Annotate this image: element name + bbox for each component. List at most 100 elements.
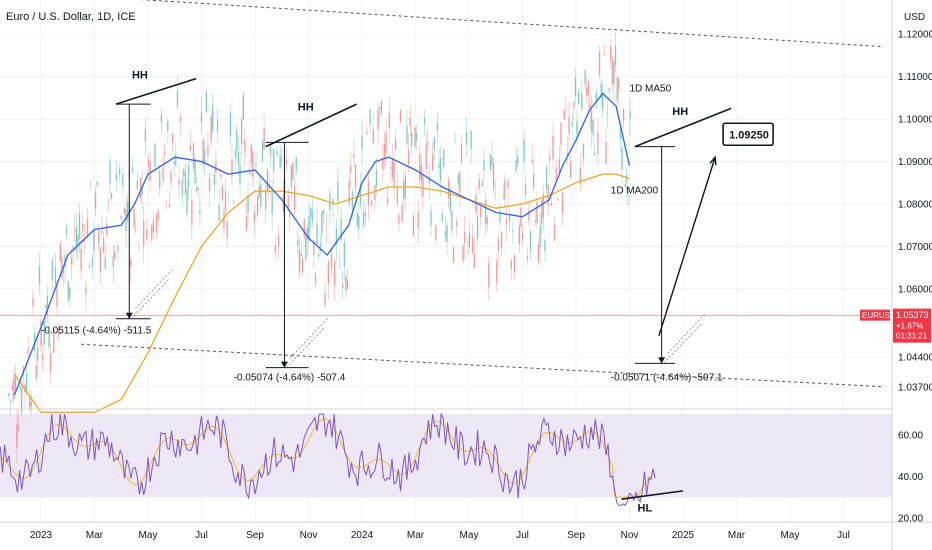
candle-body <box>200 111 203 122</box>
candle-body <box>19 386 21 390</box>
projection-dotted-line <box>286 327 325 368</box>
candle-body <box>560 122 562 145</box>
candle-body <box>467 251 469 253</box>
time-axis[interactable]: 2023 Mar May Jul Sep Nov 2024 Mar May Jul Sep Nov 20… <box>30 530 850 541</box>
candle-body <box>375 170 378 187</box>
candle-body <box>451 211 453 230</box>
time-tick-label: May <box>460 530 479 541</box>
candle-body <box>247 195 249 214</box>
candle-body <box>91 258 94 267</box>
candle-body <box>276 150 278 155</box>
candle-body <box>109 161 111 185</box>
candle-body <box>414 127 416 147</box>
candle-body <box>30 401 33 407</box>
candle-body <box>441 213 443 222</box>
time-tick-label: Jul <box>837 530 850 541</box>
candle-body <box>406 126 408 144</box>
candle-body <box>232 201 235 203</box>
candle-body <box>57 327 60 336</box>
candle-body <box>544 240 546 252</box>
candle-body <box>521 234 524 240</box>
target-box <box>722 122 774 147</box>
time-tick-label: Jul <box>195 530 208 541</box>
candle-body <box>14 373 17 391</box>
candle-body <box>614 45 617 65</box>
candle-body <box>459 171 461 193</box>
candle-body <box>537 244 540 263</box>
candle-body <box>364 212 366 217</box>
candle-body <box>51 260 53 280</box>
candle-body <box>130 259 132 268</box>
candle-body <box>342 284 344 289</box>
candle-body <box>435 225 437 240</box>
ma200-line <box>13 173 630 413</box>
ma50-label: 1D MA50 <box>630 83 672 94</box>
candle-body <box>223 211 225 229</box>
candle-body <box>391 158 394 178</box>
candle-body <box>255 164 257 166</box>
candle-body <box>409 117 411 127</box>
candle-body <box>167 120 169 131</box>
candle-body <box>279 155 281 168</box>
time-tick-label: May <box>139 530 158 541</box>
candle-body <box>385 132 387 153</box>
candle-body <box>403 180 405 200</box>
price-tag[interactable]: EURUSD 1.05373 +1.67% 01:31:21 <box>860 308 931 343</box>
hh-trend-line <box>115 77 197 105</box>
candle-body <box>369 109 371 126</box>
candle-body <box>226 221 228 239</box>
candle-body <box>565 109 567 111</box>
price-tick-label: 1.11000 <box>898 72 932 83</box>
candle-body <box>574 77 577 97</box>
candle-body <box>245 215 248 231</box>
candle-body <box>285 159 288 165</box>
candle-body <box>576 121 578 135</box>
candle-body <box>179 117 182 122</box>
candle-body <box>48 332 50 348</box>
candle-body <box>123 207 126 214</box>
candle-body <box>29 396 31 411</box>
candle-body <box>83 238 86 242</box>
rsi-axis[interactable]: 60.00 40.00 20.00 <box>898 430 923 524</box>
candle-body <box>383 144 386 158</box>
hl-label: HL <box>638 503 653 515</box>
candle-body <box>412 215 415 236</box>
ma50-line <box>13 92 631 396</box>
price-axis[interactable]: 1.12000 1.11000 1.10000 1.09000 1.08000 1.070… <box>898 30 932 394</box>
candle-body <box>107 201 110 203</box>
candle-body <box>151 225 153 239</box>
candle-body <box>457 174 459 183</box>
projection-dotted-line <box>290 317 329 358</box>
candle-body <box>476 216 479 239</box>
candle-body <box>306 227 309 240</box>
candle-body <box>114 251 116 259</box>
currency-label: USD <box>904 12 925 23</box>
candle-body <box>189 144 191 151</box>
target-callout[interactable]: 1.09250 <box>722 122 774 147</box>
candle-body <box>183 169 185 176</box>
candle-body <box>287 195 289 208</box>
candle-body <box>281 160 283 161</box>
candle-body <box>112 255 114 267</box>
price-tick-label: 1.06000 <box>898 285 932 296</box>
candle-body <box>72 246 74 251</box>
candle-body <box>425 144 427 170</box>
candle-body <box>473 254 476 269</box>
candle-body <box>301 258 304 272</box>
candle-body <box>90 181 92 183</box>
candle-body <box>592 120 594 136</box>
candle-body <box>600 83 602 98</box>
candle-body <box>134 228 137 231</box>
candle-body <box>106 223 108 235</box>
candle-body <box>192 143 195 169</box>
candle-body <box>531 159 533 163</box>
candle-body <box>67 281 69 302</box>
candle-body <box>525 184 527 195</box>
price-tick-label: 1.08000 <box>898 200 932 211</box>
annotations <box>115 77 732 369</box>
candle-body <box>510 260 512 269</box>
candle-body <box>452 246 455 263</box>
candle-body <box>624 183 626 187</box>
candle-body <box>579 167 581 185</box>
candle-body <box>483 160 485 170</box>
